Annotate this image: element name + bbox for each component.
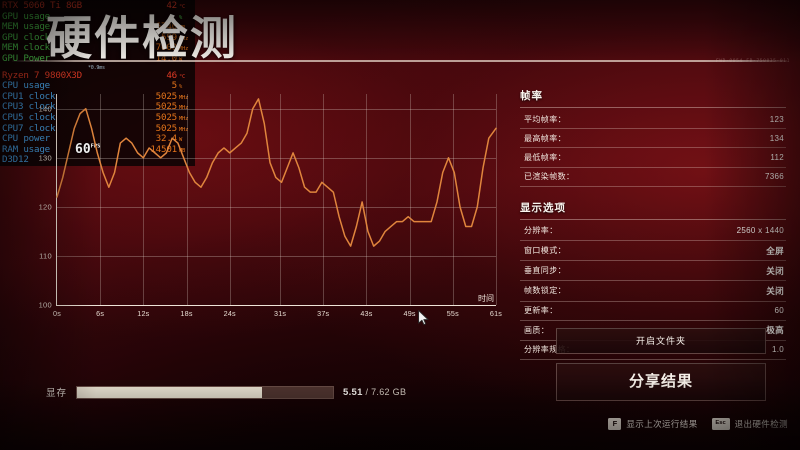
y-axis-tick: 100 [38, 300, 52, 310]
osd-row-unit: °C [179, 73, 186, 80]
stat-row: 更新率： 60 [520, 302, 786, 321]
stat-key: 分辨率： [524, 226, 558, 236]
stat-key: 平均帧率： [524, 114, 566, 124]
vram-total: 7.62 GB [371, 386, 407, 397]
fps-line-series [56, 98, 497, 247]
stat-key: 已渲染帧数： [524, 172, 575, 182]
stat-row: 分辨率： 2560 x 1440 [520, 222, 786, 241]
stat-value: 全屏 [766, 245, 784, 256]
vram-progress-track [76, 385, 335, 399]
y-axis-tick: 140 [38, 104, 52, 114]
fps-chart: 140 130 120 110 100 0s 6s 12s 18s 24s 31s 37s 43s 49s… [18, 88, 508, 328]
stat-value: 极高 [766, 325, 784, 336]
share-result-button[interactable]: 分享结果 [556, 363, 766, 401]
page-title: 硬件检测 [46, 12, 238, 64]
x-axis-tick: 18s [180, 309, 193, 318]
mouse-cursor-icon [418, 310, 429, 326]
x-axis-tick: 0s [53, 309, 61, 318]
gridline-vertical [496, 94, 497, 305]
key-cap: Esc [711, 418, 730, 430]
fps-chart-plot-area: 140 130 120 110 100 0s 6s 12s 18s 24s 31s 37s 43s 49s… [39, 94, 502, 318]
vram-value-text: 5.51 / 7.62 GB [343, 387, 406, 398]
vram-separator: / [362, 386, 372, 397]
stat-key: 最低帧率： [524, 152, 566, 162]
framerate-section-divider [520, 107, 786, 108]
x-axis-label: 时间 [478, 294, 494, 303]
x-axis-tick: 37s [317, 309, 330, 318]
stat-row: 最高帧率： 134 [520, 129, 786, 149]
x-axis-tick: 24s [223, 309, 236, 318]
x-axis-tick: 6s [96, 309, 105, 318]
stat-value: 7366 [765, 172, 784, 182]
stat-value: 134 [769, 133, 784, 143]
x-axis-tick: 61s [489, 309, 503, 318]
stat-row: 最低帧率： 112 [520, 148, 786, 168]
y-axis-tick: 110 [39, 251, 52, 261]
keyboard-hint[interactable]: Esc 退出硬件检测 [711, 418, 788, 430]
fps-line-path [56, 98, 497, 247]
hint-label: 退出硬件检测 [734, 419, 788, 429]
results-panel: 帧率 平均帧率： 123 最高帧率： 134 最低帧率： 112 已渲染帧数： 7366 显示… [520, 88, 786, 361]
vram-usage-meter: 显存 5.51 / 7.62 GB [46, 385, 406, 399]
stat-value: 关闭 [766, 285, 784, 296]
open-folder-button[interactable]: 开启文件夹 [556, 328, 766, 354]
key-cap: F [608, 418, 622, 430]
stat-row: 已渲染帧数： 7366 [520, 168, 786, 187]
stat-row: 帧数锁定： 关闭 [520, 281, 786, 302]
stat-key: 画质： [524, 325, 550, 335]
framerate-stats-list: 平均帧率： 123 最高帧率： 134 最低帧率： 112 已渲染帧数： 7366 [520, 110, 786, 187]
x-axis-tick: 43s [360, 309, 373, 318]
x-axis-tick: 12s [137, 309, 150, 318]
vram-label: 显存 [46, 388, 68, 399]
x-axis-tick: 49s [403, 309, 416, 318]
watermark-text: FWD-0054 FB-750835-011 [715, 59, 790, 64]
stat-row: 垂直同步： 关闭 [520, 261, 786, 282]
stat-value: 1.0 [771, 345, 784, 355]
stat-value: 2560 x 1440 [736, 226, 784, 236]
vram-used: 5.51 [343, 386, 363, 398]
stat-key: 窗口模式： [524, 246, 566, 256]
stat-row: 平均帧率： 123 [520, 110, 786, 130]
hint-label: 显示上次运行结果 [626, 419, 698, 429]
stat-value: 123 [769, 114, 784, 124]
y-axis-tick: 130 [38, 153, 52, 163]
title-divider [12, 60, 787, 62]
stat-value: 60 [774, 306, 784, 316]
stat-value: 关闭 [766, 265, 784, 276]
framerate-section-title: 帧率 [520, 90, 543, 102]
vram-progress-fill [77, 386, 263, 398]
stat-key: 最高帧率： [524, 133, 566, 143]
x-axis-tick: 55s [446, 309, 459, 318]
stat-key: 更新率： [524, 306, 558, 316]
osd-row-value: 46 [166, 69, 177, 81]
stat-key: 帧数锁定： [524, 286, 566, 296]
stat-key: 垂直同步： [524, 266, 566, 276]
stat-row: 窗口模式： 全屏 [520, 241, 786, 262]
display-section-title: 显示选项 [520, 201, 566, 214]
display-section-divider [520, 218, 786, 220]
x-axis-tick: 31s [273, 309, 287, 318]
y-axis-tick: 120 [38, 202, 52, 212]
section-spacer [520, 187, 786, 200]
keyboard-hint[interactable]: F 显示上次运行结果 [608, 418, 697, 430]
action-buttons: 开启文件夹 分享结果 [556, 328, 766, 401]
keyboard-hints: F 显示上次运行结果 Esc 退出硬件检测 [608, 418, 788, 430]
stat-value: 112 [770, 152, 784, 162]
